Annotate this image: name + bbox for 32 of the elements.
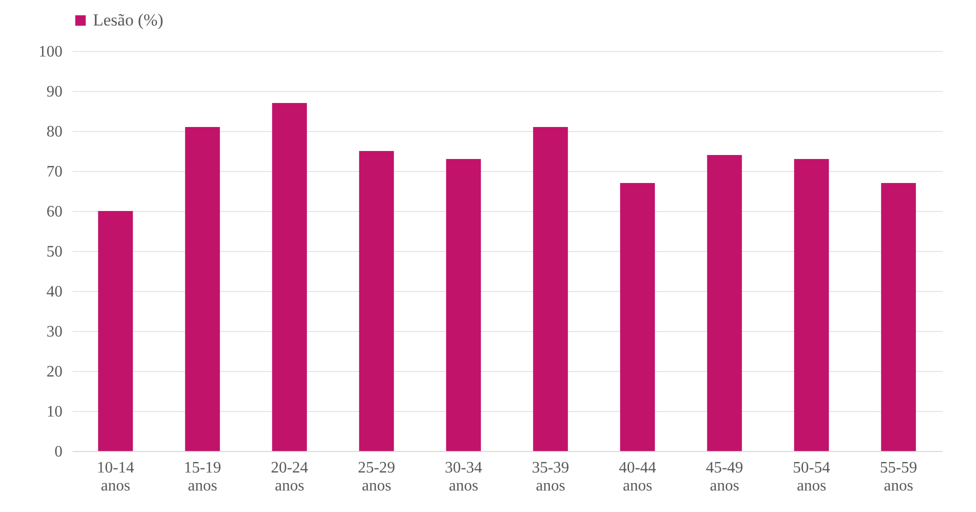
x-tick-label: 20-24 anos xyxy=(270,460,308,494)
y-tick-label: 60 xyxy=(46,204,62,220)
bar xyxy=(620,183,655,451)
y-tick-label: 10 xyxy=(46,404,62,420)
y-tick-label: 30 xyxy=(46,324,62,340)
x-tick-label: 35-39 anos xyxy=(532,460,570,494)
x-tick-label: 25-29 anos xyxy=(358,460,396,494)
bar xyxy=(446,159,481,451)
y-tick-label: 100 xyxy=(38,44,62,60)
x-tick-label: 55-59 anos xyxy=(880,460,918,494)
x-tick-label: 40-44 anos xyxy=(618,460,656,494)
x-tick-label: 45-49 anos xyxy=(706,460,744,494)
y-tick-label: 20 xyxy=(46,364,62,380)
bar xyxy=(359,151,394,451)
y-tick-label: 70 xyxy=(46,164,62,180)
x-tick-label: 10-14 anos xyxy=(96,460,134,494)
y-tick-label: 40 xyxy=(46,284,62,300)
y-tick-label: 50 xyxy=(46,244,62,260)
y-tick-label: 0 xyxy=(54,444,62,460)
y-tick-label: 90 xyxy=(46,84,62,100)
x-tick-label: 50-54 anos xyxy=(792,460,830,494)
bar xyxy=(533,127,568,451)
y-tick-label: 80 xyxy=(46,124,62,140)
bar xyxy=(881,183,916,451)
x-tick-label: 30-34 anos xyxy=(444,460,482,494)
bar xyxy=(707,155,742,451)
bar xyxy=(272,103,307,451)
bar xyxy=(98,211,133,451)
bar xyxy=(794,159,829,451)
x-tick-label: 15-19 anos xyxy=(184,460,222,494)
legend-label: Lesão (%) xyxy=(93,10,164,30)
bar xyxy=(185,127,220,451)
